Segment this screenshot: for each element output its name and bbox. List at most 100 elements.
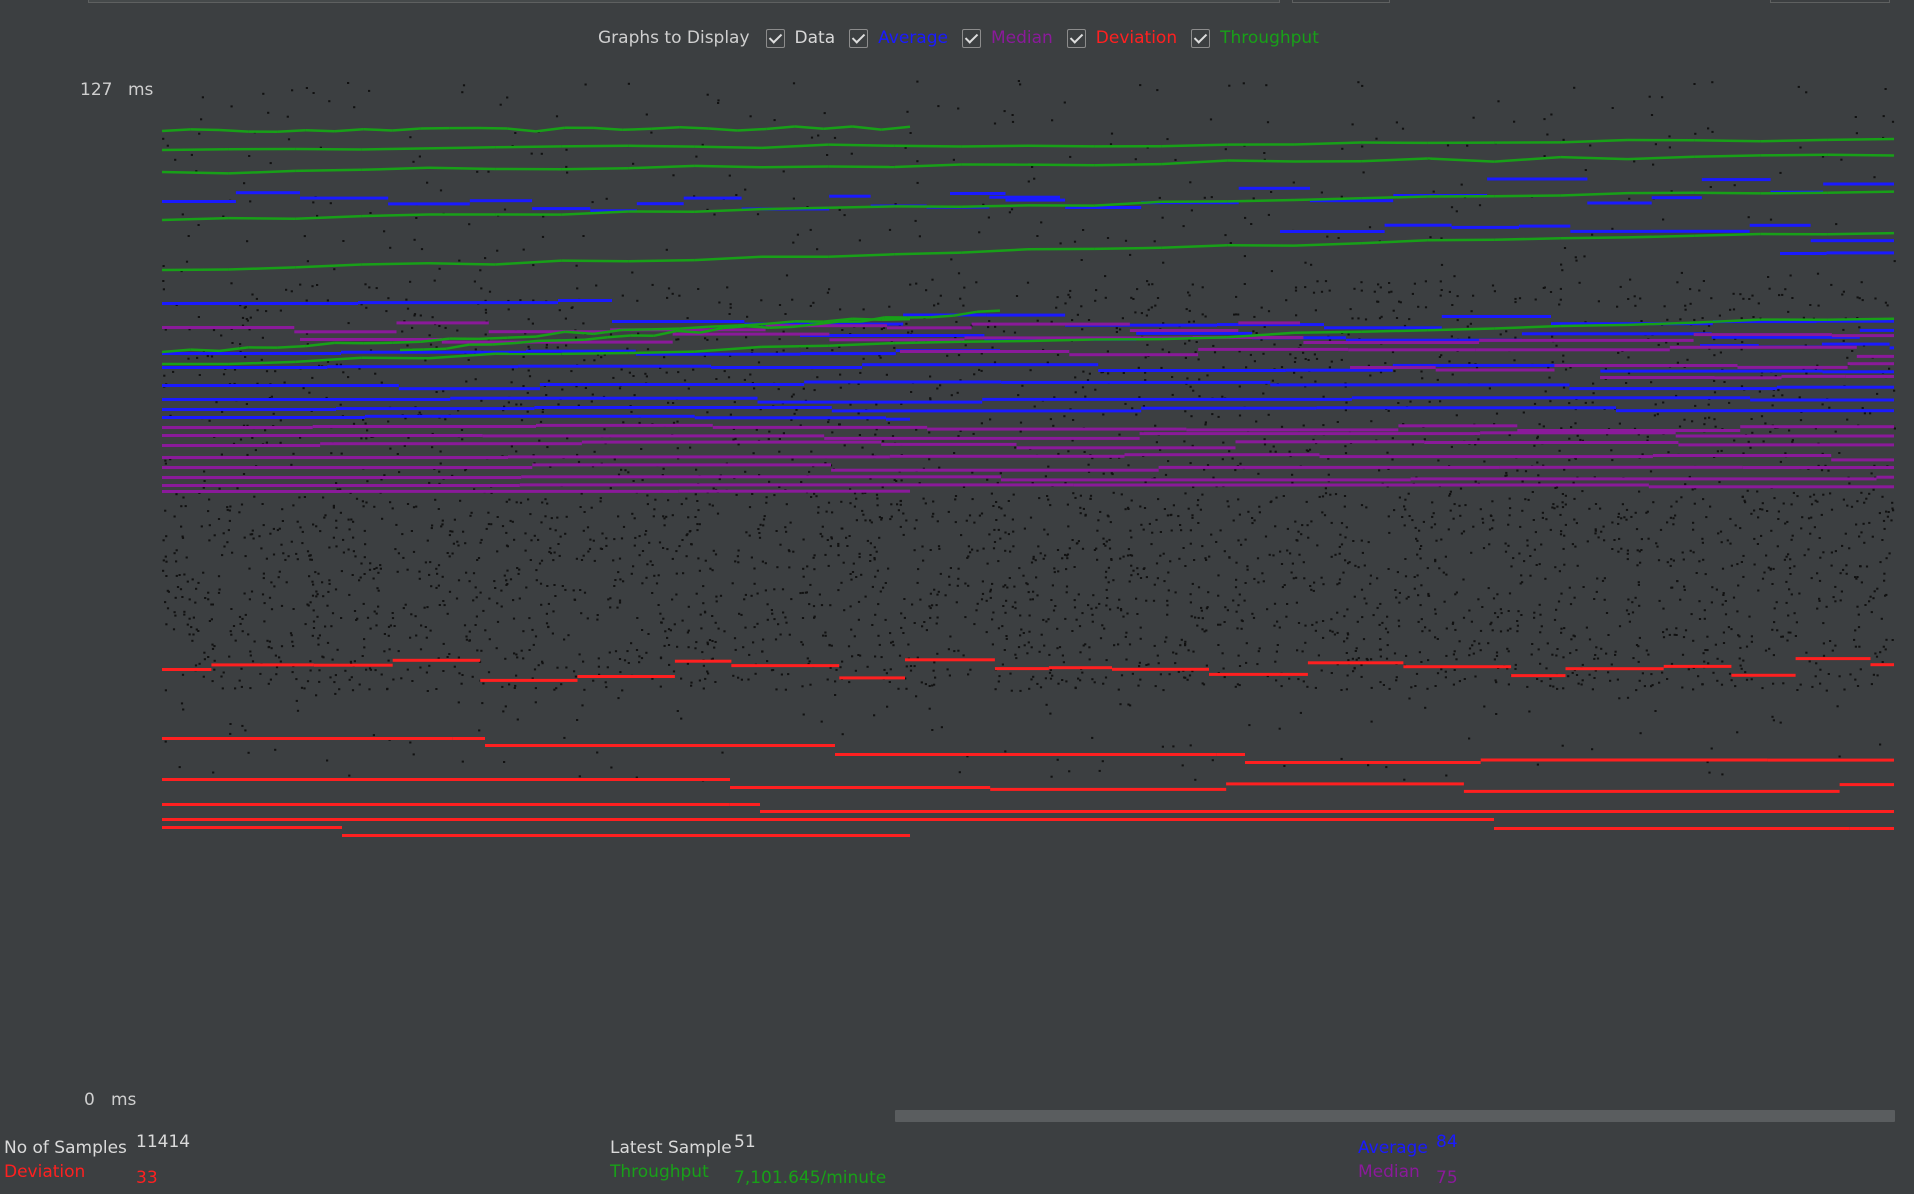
checkbox-checked-icon[interactable] <box>1066 28 1086 48</box>
data-point <box>303 496 306 498</box>
average-checkbox[interactable]: Average <box>849 28 948 48</box>
median-line <box>1742 466 1894 469</box>
checkbox-checked-icon[interactable] <box>1191 28 1211 48</box>
throughput-line <box>361 261 429 266</box>
data-point <box>1706 635 1709 638</box>
data-point <box>1184 342 1187 345</box>
data-point <box>499 103 502 106</box>
data-point <box>284 558 287 561</box>
data-point <box>626 347 629 350</box>
data-point <box>413 238 416 241</box>
average-line <box>1521 332 1712 336</box>
data-point <box>932 512 935 515</box>
data-point <box>1811 685 1814 688</box>
data-point <box>437 508 440 510</box>
data-point <box>1516 620 1519 622</box>
data-point <box>675 593 678 596</box>
graphs-to-display-label: Graphs to Display <box>598 28 750 48</box>
data-point <box>280 645 284 648</box>
data-point <box>577 460 581 463</box>
data-point <box>442 642 445 645</box>
throughput-line <box>295 147 362 151</box>
horizontal-scrollbar[interactable] <box>895 1110 1895 1122</box>
throughput-line <box>1161 143 1228 148</box>
throughput-checkbox[interactable]: Throughput <box>1191 28 1319 48</box>
data-point <box>207 598 210 601</box>
median-checkbox[interactable]: Median <box>961 28 1053 48</box>
data-point <box>419 666 422 669</box>
data-point <box>395 523 398 526</box>
data-point <box>782 611 785 614</box>
data-point <box>949 635 952 638</box>
data-point <box>1545 518 1548 521</box>
median-line <box>488 330 611 334</box>
data-point <box>1247 510 1250 513</box>
data-point <box>459 499 462 502</box>
data-point <box>1516 624 1519 627</box>
data-point <box>1017 80 1020 82</box>
data-point <box>1462 616 1466 619</box>
data-point <box>1757 589 1760 592</box>
data-point <box>472 572 476 575</box>
deviation-checkbox[interactable]: Deviation <box>1066 28 1177 48</box>
data-point <box>1196 504 1199 507</box>
data-point <box>1453 503 1456 506</box>
data-point <box>207 656 210 658</box>
data-point <box>1562 687 1565 690</box>
data-point <box>1404 575 1408 578</box>
data-point <box>383 633 386 635</box>
data-point <box>537 664 540 667</box>
data-point <box>1790 538 1793 541</box>
data-point <box>784 313 787 315</box>
data-point <box>1074 496 1077 499</box>
data-point <box>1077 677 1080 680</box>
data-point <box>982 203 985 206</box>
data-point <box>547 626 550 629</box>
data-point <box>714 641 717 643</box>
top-button[interactable] <box>1292 0 1390 3</box>
data-point <box>947 648 950 651</box>
data-point <box>1258 511 1261 514</box>
deviation-line <box>162 778 730 781</box>
data-point <box>1876 674 1879 677</box>
data-point <box>1189 529 1192 532</box>
data-point <box>347 548 350 551</box>
data-point <box>1340 689 1343 691</box>
data-point <box>871 624 874 626</box>
data-point <box>281 520 284 522</box>
data-point <box>622 525 626 528</box>
top-input-field[interactable] <box>88 0 1280 3</box>
data-point <box>1865 565 1869 568</box>
data-point <box>1399 301 1402 304</box>
data-point <box>1049 712 1052 715</box>
data-point <box>768 430 771 433</box>
data-point <box>878 354 881 357</box>
data-point <box>1893 260 1896 263</box>
data-point <box>770 609 773 611</box>
data-point <box>1311 623 1314 626</box>
throughput-line <box>492 341 516 346</box>
data-point <box>932 500 935 503</box>
checkbox-checked-icon[interactable] <box>765 28 785 48</box>
checkbox-checked-icon[interactable] <box>849 28 869 48</box>
data-checkbox[interactable]: Data <box>765 28 835 48</box>
data-point <box>1045 703 1048 706</box>
throughput-line <box>593 328 623 336</box>
data-point <box>327 590 330 593</box>
top-button-right[interactable] <box>1770 0 1890 3</box>
data-point <box>1130 554 1134 557</box>
data-point <box>442 390 445 393</box>
data-point <box>1210 196 1213 199</box>
average-value: 84 <box>1436 1132 1458 1152</box>
data-point <box>1045 620 1048 623</box>
data-point <box>1769 430 1772 433</box>
data-point <box>375 624 378 627</box>
data-point <box>1506 667 1509 670</box>
data-point <box>369 212 372 214</box>
data-point <box>1538 563 1541 566</box>
data-point <box>186 580 189 583</box>
checkbox-checked-icon[interactable] <box>961 28 981 48</box>
data-point <box>1215 541 1218 543</box>
data-point <box>948 583 951 586</box>
data-point <box>697 509 700 512</box>
